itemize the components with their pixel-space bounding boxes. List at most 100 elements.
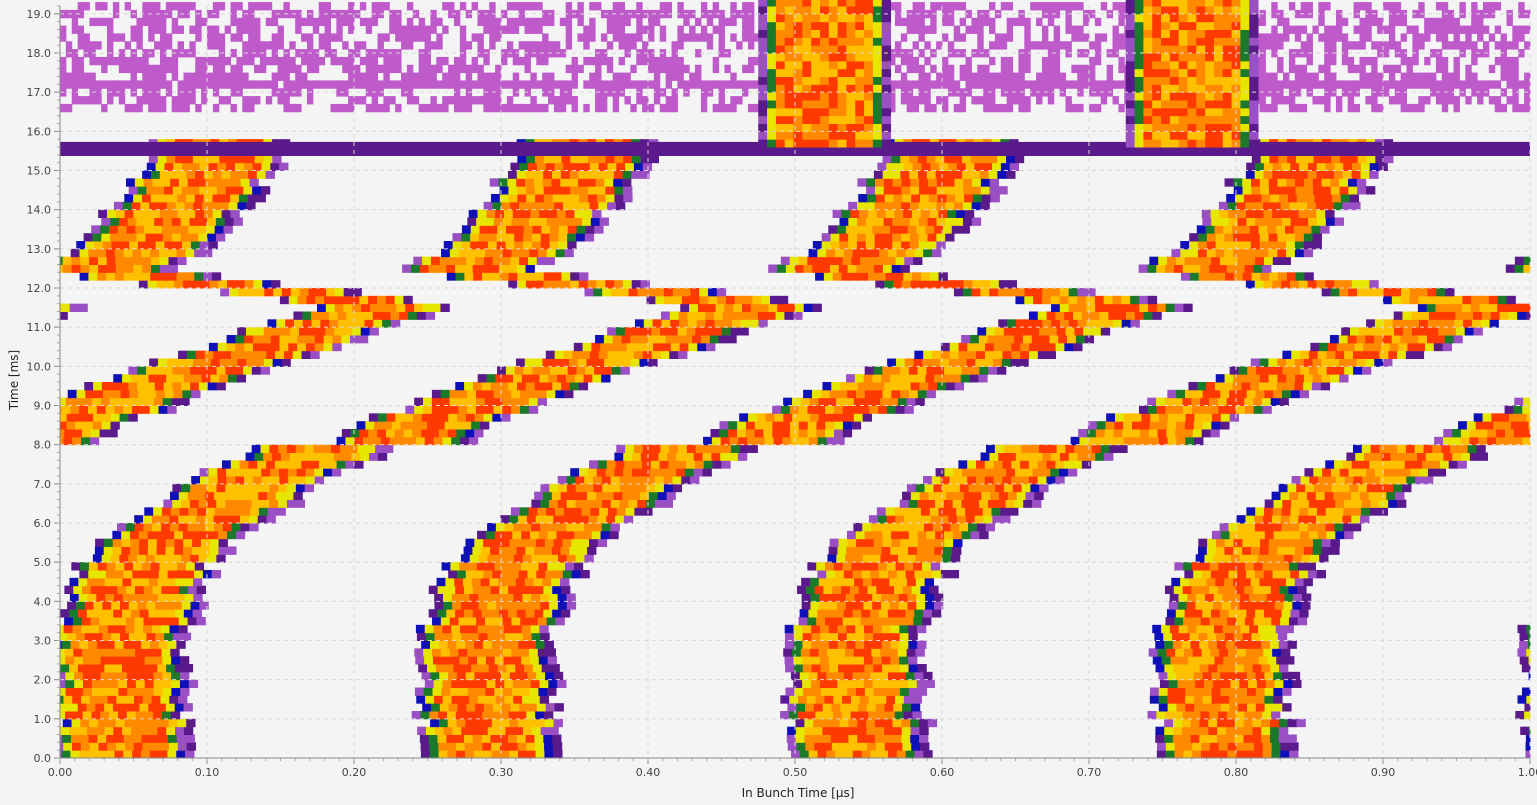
heatmap-cell xyxy=(1497,303,1507,312)
heatmap-cell xyxy=(508,609,518,618)
heatmap-cell xyxy=(1273,499,1283,508)
heatmap-cell xyxy=(280,452,291,461)
heatmap-cell xyxy=(1211,687,1221,696)
heatmap-cell xyxy=(289,452,299,461)
heatmap-cell xyxy=(1227,617,1237,626)
heatmap-cell xyxy=(987,335,997,344)
heatmap-cell xyxy=(1232,656,1242,665)
heatmap-cell xyxy=(802,624,812,634)
heatmap-cell xyxy=(1333,201,1343,211)
heatmap-cell xyxy=(892,186,902,195)
heatmap-cell xyxy=(923,609,933,618)
heatmap-cell xyxy=(314,468,324,477)
heatmap-cell xyxy=(446,609,456,618)
heatmap-cell xyxy=(167,570,177,579)
heatmap-cell xyxy=(258,507,269,516)
heatmap-cell xyxy=(1487,436,1497,446)
heatmap-cell xyxy=(107,695,117,704)
heatmap-cell xyxy=(546,648,556,657)
heatmap-cell xyxy=(449,405,459,414)
heatmap-cell xyxy=(1330,374,1340,383)
heatmap-cell xyxy=(920,585,930,594)
heatmap-cell xyxy=(979,530,989,540)
heatmap-cell xyxy=(1002,342,1012,352)
heatmap-cell xyxy=(297,295,307,305)
heatmap-cell xyxy=(873,170,884,179)
heatmap-cell xyxy=(79,248,89,258)
heatmap-cell xyxy=(1038,444,1049,453)
heatmap-cell xyxy=(181,186,191,195)
heatmap-cell xyxy=(1003,327,1014,336)
heatmap-cell xyxy=(286,499,297,508)
heatmap-cell xyxy=(390,311,400,320)
heatmap-cell xyxy=(934,225,944,234)
heatmap-cell xyxy=(1099,311,1109,320)
heatmap-cell xyxy=(983,162,993,171)
heatmap-cell xyxy=(991,507,1001,516)
heatmap-cell xyxy=(205,178,215,187)
heatmap-cell xyxy=(503,562,513,571)
heatmap-cell xyxy=(1441,444,1451,453)
heatmap-cell xyxy=(530,209,540,218)
heatmap-cell xyxy=(182,241,192,250)
heatmap-cell xyxy=(143,617,153,626)
heatmap-cell xyxy=(157,703,167,712)
heatmap-cell xyxy=(1165,617,1175,626)
heatmap-cell xyxy=(517,280,527,289)
heatmap-cell xyxy=(932,248,942,258)
heatmap-cell xyxy=(272,452,282,461)
heatmap-cell xyxy=(423,397,433,406)
heatmap-cell xyxy=(842,429,853,438)
noise-cell xyxy=(124,103,132,113)
heatmap-cell xyxy=(363,436,373,446)
heatmap-cell xyxy=(887,570,898,579)
heatmap-cell xyxy=(154,382,165,391)
heatmap-cell xyxy=(326,288,336,297)
heatmap-cell xyxy=(1226,664,1236,673)
heatmap-cell xyxy=(168,170,178,179)
heatmap-cell xyxy=(414,303,424,312)
heatmap-cell xyxy=(152,178,162,187)
heatmap-cell xyxy=(881,640,892,649)
heatmap-cell xyxy=(633,444,644,453)
heatmap-cell xyxy=(1015,319,1026,328)
heatmap-cell xyxy=(1361,366,1372,375)
heatmap-cell xyxy=(212,194,222,203)
heatmap-cell xyxy=(144,679,155,688)
heatmap-cell xyxy=(1238,530,1248,540)
heatmap-cell xyxy=(1208,734,1218,743)
heatmap-cell xyxy=(433,624,443,634)
heatmap-cell xyxy=(925,546,935,555)
heatmap-cell xyxy=(1298,491,1308,500)
heatmap-cell xyxy=(260,483,270,493)
heatmap-cell xyxy=(1418,295,1428,305)
heatmap-cell xyxy=(566,523,576,532)
heatmap-cell xyxy=(915,397,925,406)
heatmap-cell xyxy=(1181,640,1192,649)
heatmap-cell xyxy=(1009,162,1020,171)
heatmap-cell xyxy=(913,562,923,571)
heatmap-cell xyxy=(571,201,582,211)
heatmap-cell xyxy=(621,335,631,344)
heatmap-cell xyxy=(146,366,156,375)
heatmap-cell xyxy=(962,170,972,179)
heatmap-cell xyxy=(517,272,527,281)
heatmap-cell xyxy=(1221,601,1232,610)
heatmap-cell xyxy=(1184,421,1195,430)
heatmap-cell xyxy=(96,750,107,759)
heatmap-cell xyxy=(1522,429,1531,438)
heatmap-cell xyxy=(1183,617,1193,626)
heatmap-cell xyxy=(1265,601,1276,610)
heatmap-cell xyxy=(1208,664,1218,673)
heatmap-cell xyxy=(1268,538,1279,547)
heatmap-cell xyxy=(1191,397,1201,406)
heatmap-cell xyxy=(89,264,99,273)
heatmap-cell xyxy=(1330,546,1340,555)
heatmap-cell xyxy=(1310,554,1320,563)
heatmap-cell xyxy=(593,476,603,485)
heatmap-cell xyxy=(623,194,633,203)
heatmap-cell xyxy=(697,342,707,352)
heatmap-cell xyxy=(113,726,123,735)
heatmap-cell xyxy=(433,679,443,688)
heatmap-cell xyxy=(616,162,626,171)
